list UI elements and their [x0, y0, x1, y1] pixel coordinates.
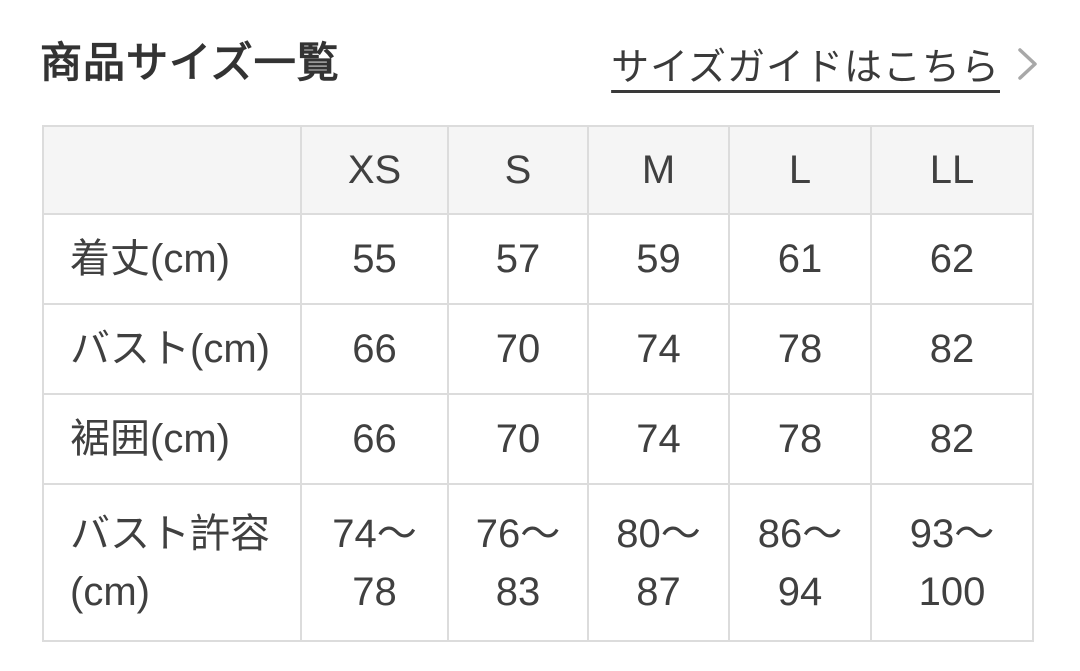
size-value-cell: 80〜 87	[587, 483, 730, 642]
size-value-cell: 74	[587, 303, 730, 395]
section-header: 商品サイズ一覧 サイズガイドはこちら	[0, 36, 1080, 91]
row-label: バスト許容(cm)	[42, 483, 302, 642]
size-column-header-s: S	[447, 125, 589, 215]
size-value-cell: 82	[870, 393, 1034, 485]
row-label: バスト(cm)	[42, 303, 302, 395]
size-column-header-l: L	[728, 125, 872, 215]
size-column-header-empty	[42, 125, 302, 215]
size-guide-link[interactable]: サイズガイドはこちら	[611, 36, 1040, 91]
size-value-cell: 62	[870, 213, 1034, 305]
size-value-cell: 82	[870, 303, 1034, 395]
size-value-cell: 86〜 94	[728, 483, 872, 642]
size-value-cell: 74	[587, 393, 730, 485]
table-row: バスト(cm) 66 70 74 78 82	[42, 303, 1034, 395]
size-value-cell: 76〜 83	[447, 483, 589, 642]
size-value-cell: 55	[300, 213, 449, 305]
table-row: 着丈(cm) 55 57 59 61 62	[42, 213, 1034, 305]
row-label: 着丈(cm)	[42, 213, 302, 305]
size-value-cell: 78	[728, 393, 872, 485]
chevron-right-icon	[1016, 46, 1040, 82]
size-value-cell: 70	[447, 393, 589, 485]
size-value-cell: 93〜 100	[870, 483, 1034, 642]
size-value-cell: 74〜 78	[300, 483, 449, 642]
size-value-cell: 59	[587, 213, 730, 305]
size-value-cell: 61	[728, 213, 872, 305]
size-column-header-m: M	[587, 125, 730, 215]
table-row: バスト許容(cm) 74〜 78 76〜 83 80〜 87 86〜 94 93〜 100	[42, 483, 1034, 642]
size-value-cell: 66	[300, 303, 449, 395]
size-value-cell: 66	[300, 393, 449, 485]
size-guide-link-label: サイズガイドはこちら	[611, 47, 1000, 89]
page-title: 商品サイズ一覧	[40, 39, 340, 87]
size-column-header-ll: LL	[870, 125, 1034, 215]
size-value-cell: 57	[447, 213, 589, 305]
table-row: 裾囲(cm) 66 70 74 78 82	[42, 393, 1034, 485]
size-value-cell: 78	[728, 303, 872, 395]
size-column-header-xs: XS	[300, 125, 449, 215]
size-table: XS S M L LL 着丈(cm) 55 57 59 61 62 バスト(cm…	[42, 125, 1034, 642]
size-value-cell: 70	[447, 303, 589, 395]
row-label: 裾囲(cm)	[42, 393, 302, 485]
table-header-row: XS S M L LL	[42, 125, 1034, 215]
